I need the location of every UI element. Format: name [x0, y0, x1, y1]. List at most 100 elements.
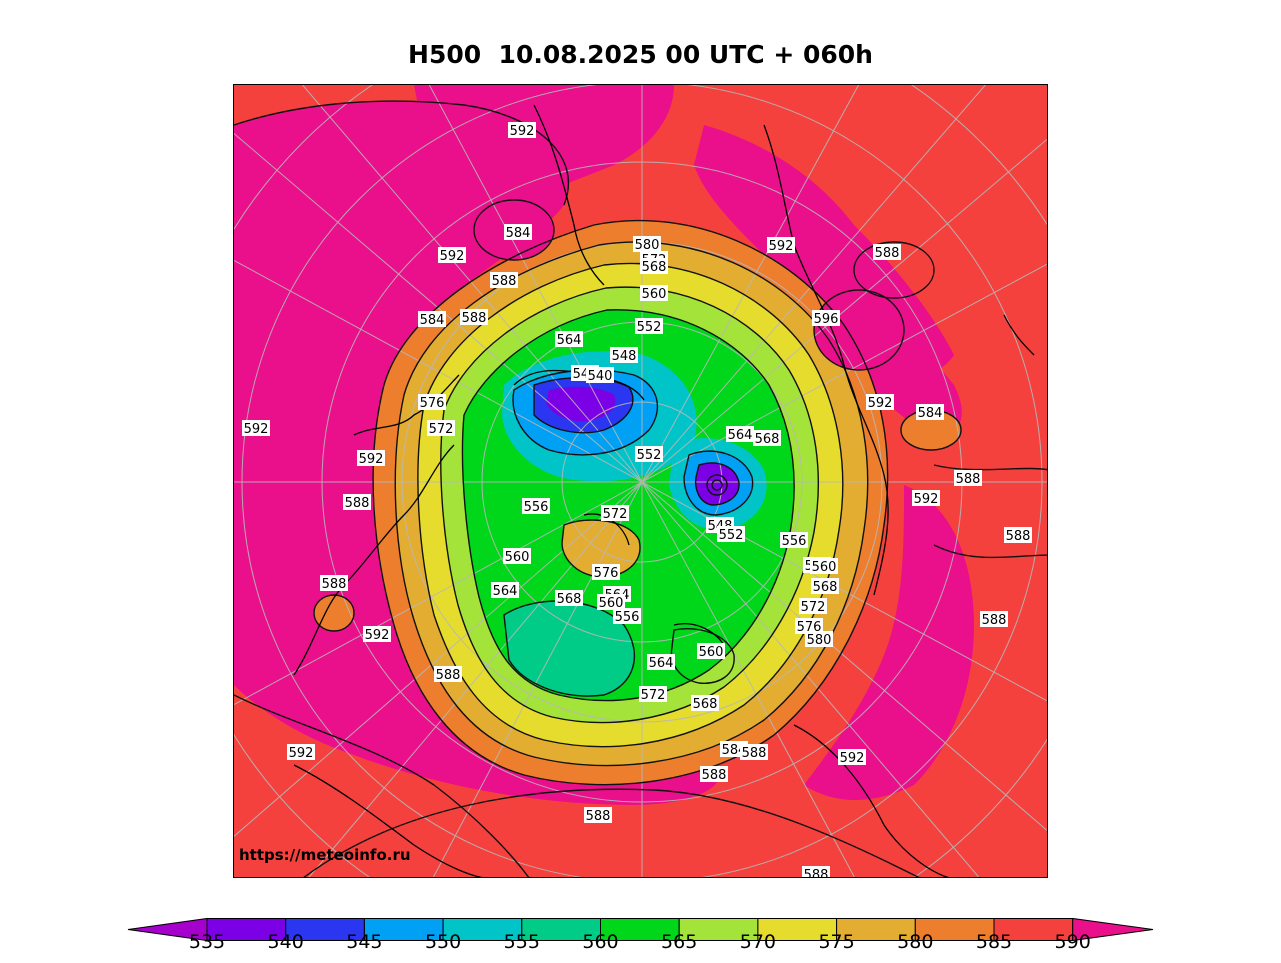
contour-label: 592	[866, 394, 894, 411]
svg-text:592: 592	[365, 628, 390, 643]
svg-text:568: 568	[642, 260, 667, 275]
field-hot-north	[414, 85, 674, 215]
svg-text:572: 572	[603, 507, 628, 522]
svg-text:588: 588	[956, 472, 981, 487]
field-violet-north	[546, 386, 616, 422]
colorbar-tick-label: 575	[818, 931, 855, 953]
svg-text:588: 588	[436, 668, 461, 683]
field-orange-west-cell	[314, 595, 354, 631]
svg-text:572: 572	[641, 688, 666, 703]
contour-label: 588	[460, 309, 488, 326]
colorbar-tick-label: 535	[188, 931, 226, 953]
colorbar-tick-label: 590	[1054, 931, 1091, 953]
contour-label: 556	[613, 608, 641, 625]
field-hot-southeast	[804, 485, 974, 800]
contour-label: 588	[434, 666, 462, 683]
contour-label: 592	[838, 749, 866, 766]
field-teal-pacific	[504, 601, 635, 696]
svg-text:584: 584	[420, 313, 445, 328]
contour-label: 552	[635, 318, 663, 335]
svg-text:588: 588	[804, 868, 829, 878]
contour-label: 560	[640, 285, 668, 302]
contour-label: 548	[610, 347, 638, 364]
colorbar-tick-label: 565	[661, 931, 698, 953]
svg-text:588: 588	[345, 496, 370, 511]
svg-text:588: 588	[742, 746, 767, 761]
svg-text:564: 564	[557, 333, 582, 348]
colorbar-tick-label: 585	[975, 931, 1013, 953]
contour-label: 560	[503, 548, 531, 565]
contour-label-layer: 592 584 592 588 588 584 592 592 588 588 592 588 592 5…	[242, 122, 1032, 878]
chart-title: H500 10.08.2025 00 UTC + 060h	[408, 40, 873, 69]
contour-label: 564	[491, 582, 519, 599]
svg-text:552: 552	[719, 528, 744, 543]
map-panel: 592 584 592 588 588 584 592 592 588 588 592 588 592 5…	[233, 84, 1048, 878]
svg-text:572: 572	[801, 600, 826, 615]
svg-text:576: 576	[594, 566, 619, 581]
svg-text:560: 560	[642, 287, 667, 302]
contour-label: 592	[357, 450, 385, 467]
colorbar	[127, 917, 1154, 942]
svg-text:580: 580	[635, 238, 660, 253]
svg-text:592: 592	[510, 124, 535, 139]
contour-label: 560	[810, 558, 838, 575]
contour-label: 556	[522, 498, 550, 515]
colorbar-tick-label: 560	[582, 931, 619, 953]
contour-label: 540	[586, 367, 614, 384]
contour-label: 568	[811, 578, 839, 595]
svg-text:548: 548	[612, 349, 637, 364]
svg-text:588: 588	[586, 809, 611, 824]
contour-label: 568	[555, 590, 583, 607]
svg-text:592: 592	[868, 396, 893, 411]
svg-text:560: 560	[505, 550, 530, 565]
field-violet-east	[695, 463, 740, 505]
contour-label: 584	[504, 224, 532, 241]
svg-text:560: 560	[812, 560, 837, 575]
contour-label: 552	[635, 446, 663, 463]
contour-label: 572	[639, 686, 667, 703]
svg-text:596: 596	[814, 312, 839, 327]
svg-text:592: 592	[244, 422, 269, 437]
contour-label: 572	[799, 598, 827, 615]
contour-label: 568	[640, 258, 668, 275]
svg-text:592: 592	[359, 452, 384, 467]
svg-text:580: 580	[807, 633, 832, 648]
contour-label: 596	[812, 310, 840, 327]
source-credit: https://meteoinfo.ru	[239, 846, 411, 864]
contour-label: 588	[1004, 527, 1032, 544]
svg-text:560: 560	[699, 645, 724, 660]
contour-label: 588	[320, 575, 348, 592]
svg-text:592: 592	[840, 751, 865, 766]
contour-label: 560	[597, 594, 625, 611]
colorbar-tick-label: 550	[424, 931, 462, 953]
svg-text:568: 568	[557, 592, 582, 607]
svg-text:592: 592	[440, 249, 465, 264]
colorbar-tick-label: 580	[897, 931, 934, 953]
svg-text:576: 576	[420, 396, 445, 411]
contour-label: 576	[592, 564, 620, 581]
contour-label: 580	[633, 236, 661, 253]
contour-label: 588	[873, 244, 901, 261]
contour-label: 576	[418, 394, 446, 411]
contour-label: 588	[700, 766, 728, 783]
svg-text:552: 552	[637, 320, 662, 335]
svg-text:556: 556	[524, 500, 549, 515]
contour-label: 572	[427, 420, 455, 437]
svg-text:552: 552	[637, 448, 662, 463]
colorbar-tick-label: 540	[267, 931, 304, 953]
contour-label: 564	[726, 426, 754, 443]
svg-text:592: 592	[289, 746, 314, 761]
contour-label: 588	[584, 807, 612, 824]
contour-label: 592	[287, 744, 315, 761]
contour-label: 588	[740, 744, 768, 761]
contour-label: 584	[916, 404, 944, 421]
contour-label: 588	[980, 611, 1008, 628]
contour-label: 592	[912, 490, 940, 507]
svg-text:568: 568	[693, 697, 718, 712]
colorbar-over-arrow	[1072, 917, 1154, 942]
contour-label: 588	[343, 494, 371, 511]
contour-label: 584	[418, 311, 446, 328]
contour-label: 588	[954, 470, 982, 487]
svg-text:592: 592	[769, 239, 794, 254]
svg-text:588: 588	[492, 274, 517, 289]
